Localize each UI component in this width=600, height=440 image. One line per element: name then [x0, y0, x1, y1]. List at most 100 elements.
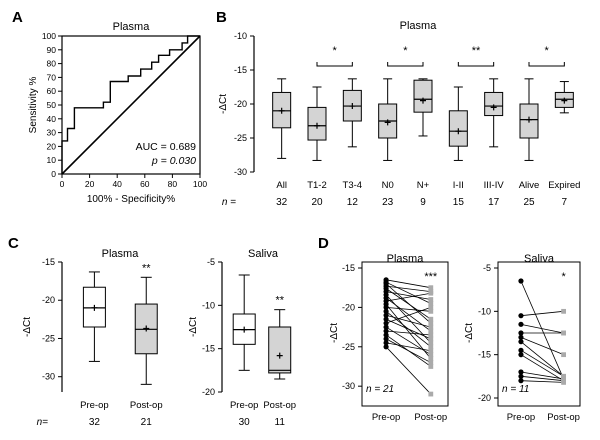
category-label: Post-op — [130, 400, 163, 411]
n-value: 21 — [141, 417, 153, 428]
category-label: Expired — [548, 180, 580, 191]
post-op-point — [428, 297, 434, 302]
pre-op-point — [383, 316, 389, 322]
n-value: 20 — [311, 197, 323, 208]
box — [484, 91, 504, 117]
y-tick-label: 50 — [47, 100, 57, 110]
y-tick-label: -15 — [42, 257, 55, 267]
pair-line — [385, 294, 432, 344]
pre-op-point — [383, 336, 389, 342]
panel-label-b: B — [216, 9, 227, 26]
panel-c-plasma: Plasma -15 -20 -25 -30 -ΔCt Pre-op 32 Post-op 21 n… — [22, 248, 163, 428]
post-op-point — [428, 348, 434, 354]
pre-op-point — [383, 344, 389, 350]
panel-b: Plasma -10 -15 -20 -25 -30 -ΔCt All 32 T1-2 20 T3-4… — [218, 20, 580, 208]
y-tick-label: -20 — [478, 393, 491, 403]
n-value: 15 — [453, 197, 465, 208]
n-value: 32 — [276, 197, 288, 208]
n-value: 30 — [239, 417, 251, 428]
post-op-point — [428, 344, 434, 350]
roc-title: Plasma — [113, 21, 151, 33]
x-tick-label: 40 — [112, 179, 122, 189]
category-label: Pre-op — [372, 412, 401, 423]
y-tick-label: -20 — [202, 387, 215, 397]
x-tick-label: 20 — [85, 179, 95, 189]
post-op-point — [561, 373, 566, 379]
y-axis-label: -ΔCt — [22, 317, 33, 337]
pre-op-point — [383, 304, 389, 310]
y-tick-label: 100 — [42, 31, 56, 41]
x-tick-label: 100 — [193, 179, 207, 189]
pre-op-point — [383, 312, 389, 318]
y-tick-label: -25 — [42, 333, 55, 343]
post-op-point — [428, 364, 434, 369]
category-label: III-IV — [484, 180, 505, 191]
y-tick-label: -20 — [42, 295, 55, 305]
significance-star: * — [333, 45, 338, 57]
y-tick-label: -15 — [202, 344, 215, 354]
significance-bracket — [387, 62, 424, 67]
pair-line — [520, 349, 564, 377]
y-axis-label: -ΔCt — [329, 323, 340, 343]
pre-op-point — [383, 320, 389, 326]
post-op-point — [428, 308, 434, 314]
pre-op-point — [518, 334, 524, 340]
y-tick-label: 0 — [51, 169, 56, 179]
y-tick-label: -25 — [234, 133, 247, 143]
significance-bracket — [316, 62, 353, 67]
post-op-point — [428, 391, 434, 397]
y-tick-label: -5 — [483, 263, 491, 273]
pair-line — [385, 318, 431, 340]
panel-b-title: Plasma — [400, 20, 438, 32]
post-op-point — [428, 336, 434, 342]
pair-line — [520, 375, 564, 382]
y-tick-label: -15 — [342, 263, 355, 273]
pre-op-point — [383, 324, 389, 330]
y-tick-label: -10 — [202, 300, 215, 310]
pre-op-point — [518, 352, 524, 358]
pair-line — [386, 292, 431, 302]
n-value: 17 — [488, 197, 500, 208]
pair-line — [520, 310, 564, 317]
significance-star: * — [545, 45, 550, 57]
n-value: 7 — [562, 197, 568, 208]
pre-op-point — [383, 308, 389, 314]
pre-op-point — [518, 339, 524, 345]
post-op-point — [428, 360, 434, 365]
pair-line — [386, 291, 431, 300]
n-label: n= — [37, 417, 49, 428]
pair-line — [520, 341, 564, 377]
category-label: T3-4 — [343, 180, 363, 191]
category-label: N0 — [382, 180, 394, 191]
significance-star: *** — [424, 271, 438, 283]
pair-line — [385, 288, 432, 320]
pair-line — [385, 314, 431, 328]
panel-c-plasma-title: Plasma — [102, 248, 140, 260]
mean-marker — [143, 325, 150, 332]
significance-bracket — [457, 62, 495, 67]
pair-line — [385, 346, 432, 395]
mean-marker — [278, 107, 285, 114]
n-value: 12 — [347, 197, 359, 208]
panel-d-saliva: Saliva -5 -10 -15 -20 -ΔCt Pre-op Post-op n = 11… — [464, 253, 581, 423]
box — [268, 326, 292, 374]
n-value: 9 — [420, 197, 426, 208]
pair-line — [520, 323, 564, 334]
panel-c-saliva-title: Saliva — [248, 248, 279, 260]
y-tick-label: 90 — [47, 45, 57, 55]
category-label: Pre-op — [507, 412, 536, 423]
panel-d-plasma-title: Plasma — [387, 253, 425, 265]
mean-marker — [526, 116, 532, 123]
category-label: Pre-op — [230, 400, 259, 411]
roc-panel: Plasma 0 10 20 30 40 50 60 70 80 90 100 0 20 40 60 80 100… — [28, 21, 207, 205]
mean-marker — [384, 119, 391, 126]
category-label: Pre-op — [80, 400, 109, 411]
y-tick-label: -10 — [478, 306, 491, 316]
y-tick-label: -10 — [234, 31, 247, 41]
category-label: I-II — [453, 180, 464, 191]
pre-op-point — [383, 328, 389, 334]
y-axis-label: -ΔCt — [188, 317, 199, 337]
pre-op-point — [518, 373, 524, 379]
significance-star: ** — [275, 295, 284, 307]
